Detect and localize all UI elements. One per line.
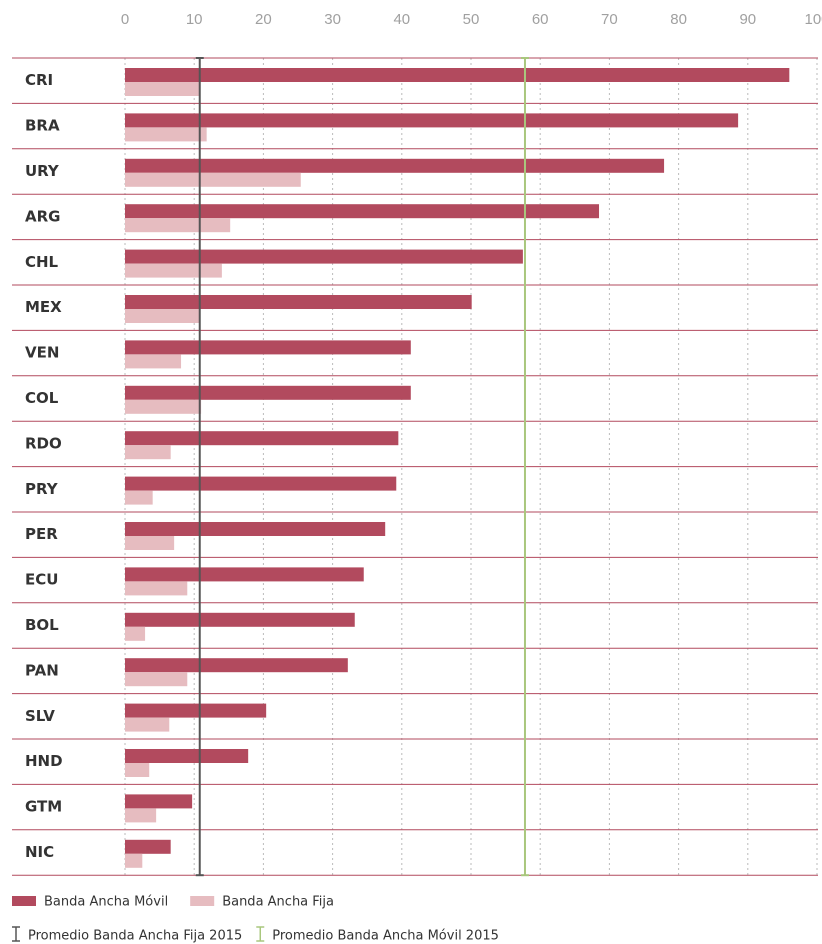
bar (125, 445, 171, 460)
x-tick-label: 100 (804, 11, 822, 28)
bar (125, 295, 472, 309)
legend-label: Banda Ancha Fija (222, 895, 334, 910)
bar (125, 68, 790, 82)
category-label: GTM (25, 798, 62, 816)
bar (125, 581, 188, 596)
bar (125, 340, 411, 355)
bar (125, 839, 171, 854)
bar (125, 658, 348, 673)
category-label: PRY (25, 480, 59, 498)
bar (125, 672, 188, 687)
legend-swatch (190, 896, 215, 906)
category-label: URY (25, 162, 60, 180)
bar (125, 127, 207, 142)
x-tick-label: 80 (670, 11, 687, 28)
bar (125, 172, 301, 187)
bar (125, 522, 386, 536)
category-label: VEN (25, 344, 59, 362)
bar (125, 536, 175, 550)
bar (125, 567, 364, 582)
category-label: CHL (25, 253, 59, 271)
category-label: PAN (25, 661, 59, 679)
category-label: MEX (25, 298, 62, 316)
x-tick-label: 70 (601, 11, 618, 28)
legend-swatch (12, 896, 36, 906)
bar (125, 263, 222, 278)
x-tick-label: 0 (121, 11, 129, 28)
category-label: SLV (25, 707, 55, 725)
category-label: BOL (25, 616, 59, 634)
x-tick-label: 30 (324, 11, 341, 28)
bar (125, 626, 146, 641)
legend-label: Promedio Banda Ancha Móvil 2015 (272, 929, 499, 944)
bar (125, 763, 150, 777)
x-tick-label: 40 (393, 11, 410, 28)
bar (125, 158, 665, 173)
category-label: PER (25, 525, 58, 543)
x-tick-label: 60 (532, 11, 549, 28)
bar (125, 309, 200, 323)
bar (125, 431, 399, 446)
bar (125, 853, 143, 868)
x-tick-label: 90 (739, 11, 756, 28)
bar (125, 399, 202, 414)
category-label: ARG (25, 207, 60, 225)
category-label: NIC (25, 843, 54, 861)
legend-label: Banda Ancha Móvil (44, 895, 168, 910)
x-tick-label: 20 (255, 11, 272, 28)
bar (125, 749, 249, 763)
bar (125, 490, 153, 505)
x-tick-label: 50 (463, 11, 480, 28)
category-label: HND (25, 752, 63, 770)
bar (125, 249, 523, 264)
bar (125, 717, 170, 732)
bar (125, 808, 157, 823)
legend-label: Promedio Banda Ancha Fija 2015 (28, 929, 242, 944)
x-tick-label: 10 (186, 11, 203, 28)
bar (125, 113, 739, 128)
bar (125, 385, 411, 400)
bar (125, 794, 193, 809)
bar (125, 612, 355, 627)
category-label: ECU (25, 571, 58, 589)
category-label: CRI (25, 71, 53, 89)
bar (125, 218, 231, 233)
bar (125, 354, 182, 369)
bar (125, 82, 200, 96)
category-label: BRA (25, 117, 60, 135)
category-label: COL (25, 389, 59, 407)
category-label: RDO (25, 434, 62, 452)
bar (125, 476, 397, 491)
bar (125, 204, 600, 219)
bar (125, 703, 267, 718)
